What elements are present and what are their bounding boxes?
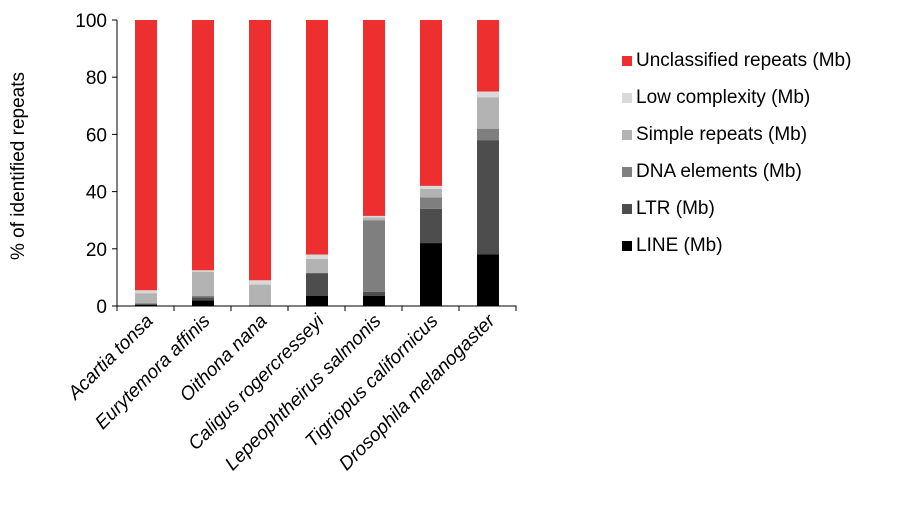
- legend-label: Low complexity (Mb): [636, 87, 810, 108]
- bar-segment: [420, 208, 442, 244]
- y-tick-label: 20: [86, 240, 107, 261]
- y-tick-label: 80: [86, 68, 107, 89]
- y-tick-label: 60: [86, 125, 107, 146]
- bar-segment: [306, 254, 328, 259]
- y-axis-label: % of identified repeats: [8, 72, 29, 260]
- bar-segment: [363, 220, 385, 292]
- y-tick-label: 40: [86, 183, 107, 204]
- bar-segment: [477, 254, 499, 306]
- y-tick-label: 100: [75, 11, 107, 32]
- bar-segment: [306, 273, 328, 296]
- bar-segment: [363, 20, 385, 216]
- bar-segment: [477, 20, 499, 92]
- legend-label: Simple repeats (Mb): [636, 124, 807, 145]
- legend-label: LTR (Mb): [636, 198, 715, 219]
- bar-segment: [192, 295, 214, 298]
- bar-segment: [477, 97, 499, 129]
- legend-swatch: [622, 56, 632, 66]
- legend-label: DNA elements (Mb): [636, 161, 802, 182]
- bar-segment: [363, 295, 385, 306]
- bar-segment: [420, 20, 442, 186]
- legend-label: Unclassified repeats (Mb): [636, 50, 851, 71]
- bar-segment: [192, 20, 214, 271]
- bar-segment: [135, 304, 157, 306]
- bar-segment: [420, 243, 442, 306]
- bar-segment: [192, 271, 214, 296]
- bar-segment: [192, 300, 214, 306]
- bar-segment: [420, 197, 442, 209]
- bar-segment: [135, 303, 157, 305]
- legend-swatch: [622, 204, 632, 214]
- bar-segment: [363, 217, 385, 221]
- bar-segment: [306, 258, 328, 274]
- bar-segment: [363, 291, 385, 296]
- bar-segment: [135, 293, 157, 304]
- legend-swatch: [622, 130, 632, 140]
- legend-swatch: [622, 241, 632, 251]
- bar-segment: [477, 128, 499, 141]
- y-tick-label: 0: [96, 297, 107, 318]
- bar-segment: [192, 297, 214, 301]
- bar-segment: [306, 20, 328, 255]
- bar-segment: [477, 140, 499, 255]
- bar-segment: [477, 91, 499, 98]
- bar-segment: [192, 270, 214, 272]
- legend-swatch: [622, 93, 632, 103]
- bar-segment: [363, 215, 385, 218]
- bar-segment: [249, 280, 271, 285]
- bar-segment: [249, 284, 271, 306]
- bar-segment: [306, 295, 328, 306]
- bar-segment: [249, 20, 271, 281]
- bar-segment: [420, 188, 442, 198]
- legend-swatch: [622, 167, 632, 177]
- bar-segment: [135, 20, 157, 291]
- legend: Unclassified repeats (Mb) Low complexity …: [622, 50, 851, 256]
- bar-segment: [135, 290, 157, 294]
- legend-label: LINE (Mb): [636, 235, 723, 256]
- bar-segment: [420, 185, 442, 189]
